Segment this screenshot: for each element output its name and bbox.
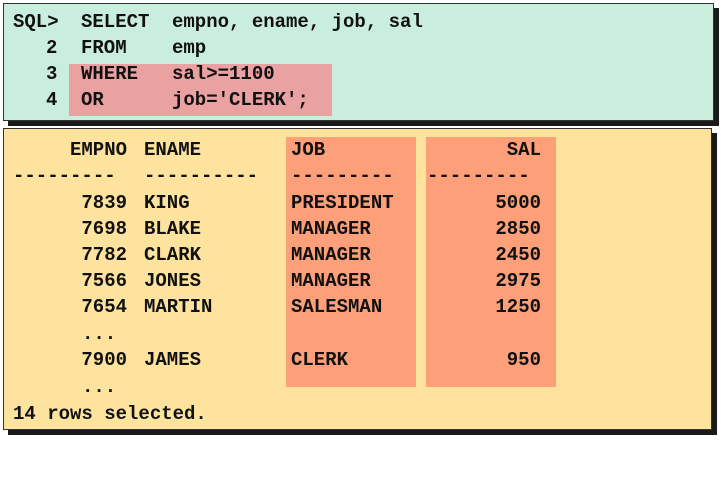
ellipsis-row: ... [13,374,116,400]
cell-job: SALESMAN [291,296,383,318]
cell-ename: KING [144,192,190,214]
table-row: 7698 BLAKE MANAGER 2850 [13,216,541,242]
cell-ename: CLARK [144,244,202,266]
cell-empno: 7698 [81,218,127,240]
sql-line-2: 2 FROM emp [13,35,206,61]
rows-selected-footer: 14 rows selected. [13,401,207,427]
where-line-highlight [69,64,332,90]
cell-ename: MARTIN [144,296,213,318]
cell-empno: 7654 [81,296,127,318]
sql-line-4: 4 OR job='CLERK'; [13,87,309,113]
sql-keyword: FROM [81,37,127,59]
cell-empno: 7566 [81,270,127,292]
ellipsis: ... [82,376,117,398]
sal-column-highlight [426,137,556,387]
cell-empno: 7782 [81,244,127,266]
cell-sal: 2850 [495,218,541,240]
cell-job: MANAGER [291,244,371,266]
cell-job: MANAGER [291,218,371,240]
cell-empno: 7900 [81,349,127,371]
sql-text: empno, ename, job, sal [172,11,423,33]
cell-sal: 5000 [495,192,541,214]
sql-line-number: 4 [46,89,58,111]
header-ename: ENAME [144,139,202,161]
sql-line-number: 3 [46,63,58,85]
job-column-highlight [286,137,416,387]
table-row: 7900 JAMES CLERK 950 [13,347,541,373]
separator-job: --------- [291,165,394,187]
cell-empno: 7839 [81,192,127,214]
table-row: 7839 KING PRESIDENT 5000 [13,190,541,216]
ellipsis: ... [82,323,117,345]
cell-ename: BLAKE [144,218,202,240]
sql-keyword: SELECT [81,11,150,33]
header-job: JOB [291,139,326,161]
table-row: 7654 MARTIN SALESMAN 1250 [13,294,541,320]
sql-text: job='CLERK'; [172,89,309,111]
cell-job: PRESIDENT [291,192,394,214]
cell-sal: 2975 [495,270,541,292]
separator-sal: --------- [427,165,530,187]
header-empno: EMPNO [69,139,127,161]
cell-job: MANAGER [291,270,371,292]
separator-empno: --------- [13,165,116,187]
sql-keyword: OR [81,89,104,111]
or-line-highlight [69,90,332,116]
separator-ename: ---------- [144,165,259,187]
cell-sal: 950 [506,349,541,371]
cell-job: CLERK [291,349,349,371]
result-separator-row: --------- ---------- --------- --------- [13,163,530,189]
sql-prompt: SQL> [13,11,59,33]
result-header-row: EMPNO ENAME JOB SAL [13,137,541,163]
cell-ename: JAMES [144,349,202,371]
table-row: 7566 JONES MANAGER 2975 [13,268,541,294]
sql-line-3: 3 WHERE sal>=1100 [13,61,275,87]
cell-sal: 2450 [495,244,541,266]
sql-keyword: WHERE [81,63,139,85]
sql-line-1: SQL> SELECT empno, ename, job, sal [13,9,423,35]
ellipsis-row: ... [13,321,116,347]
header-sal: SAL [506,139,541,161]
sql-text: emp [172,37,207,59]
sql-text: sal>=1100 [172,63,275,85]
table-row: 7782 CLARK MANAGER 2450 [13,242,541,268]
query-result-panel: EMPNO ENAME JOB SAL --------- ----------… [3,128,712,430]
sql-line-number: 2 [46,37,58,59]
cell-ename: JONES [144,270,202,292]
cell-sal: 1250 [495,296,541,318]
footer-text: 14 rows selected. [13,403,207,425]
sql-statement-panel: SQL> SELECT empno, ename, job, sal 2 FRO… [3,3,714,121]
